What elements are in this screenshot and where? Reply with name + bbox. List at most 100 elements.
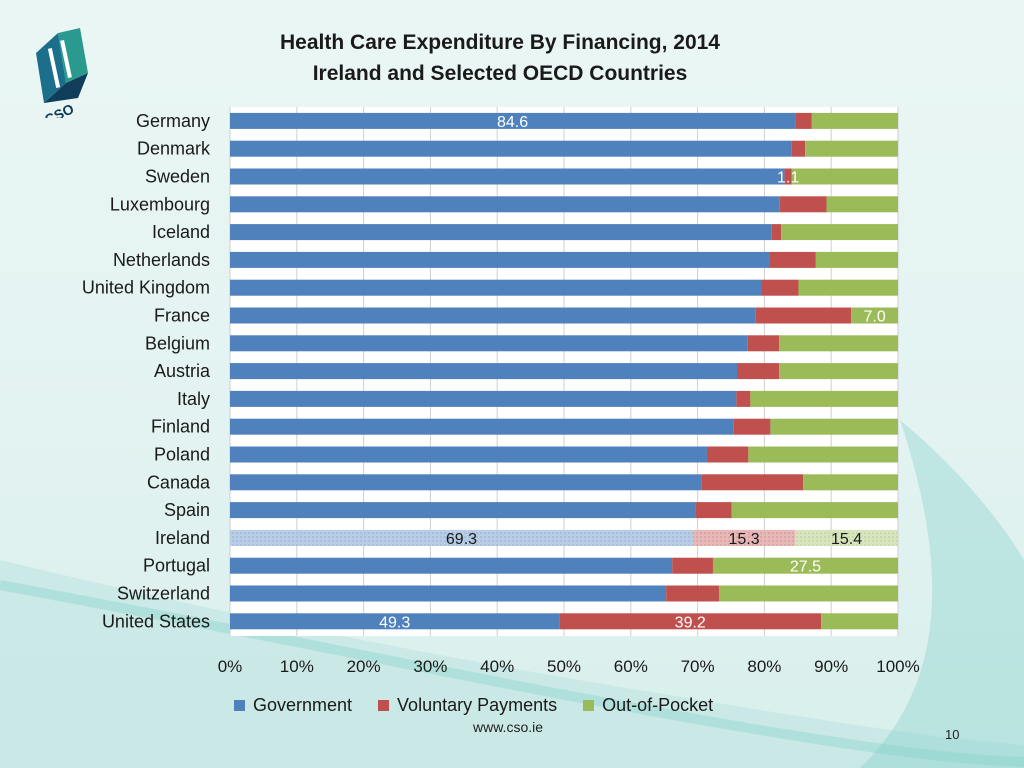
category-label: Spain bbox=[164, 500, 210, 520]
bar-out-of-pocket bbox=[779, 335, 898, 352]
bar-out-of-pocket bbox=[811, 112, 898, 129]
x-tick-label: 20% bbox=[347, 657, 381, 676]
legend-swatch-voluntary bbox=[378, 700, 390, 711]
data-label: 7.0 bbox=[863, 309, 885, 326]
category-label: Netherlands bbox=[113, 250, 210, 270]
bar-out-of-pocket bbox=[770, 418, 898, 435]
bar-out-of-pocket bbox=[748, 446, 898, 463]
x-tick-label: 70% bbox=[681, 657, 715, 676]
bar-voluntary bbox=[791, 140, 806, 157]
bar-voluntary bbox=[779, 196, 827, 213]
bar-voluntary bbox=[737, 363, 780, 380]
bar-voluntary bbox=[733, 418, 771, 435]
bar-voluntary bbox=[769, 251, 816, 268]
bar-out-of-pocket bbox=[718, 585, 898, 602]
category-label: Ireland bbox=[155, 528, 210, 548]
data-label: 27.5 bbox=[790, 559, 821, 576]
x-tick-label: 100% bbox=[876, 657, 919, 676]
x-tick-label: 60% bbox=[614, 657, 648, 676]
bar-government bbox=[230, 363, 738, 380]
chart-subtitle: Ireland and Selected OECD Countries bbox=[312, 62, 688, 85]
footer-url[interactable]: www.cso.ie bbox=[473, 719, 544, 735]
legend-item-voluntary: Voluntary Payments bbox=[378, 695, 557, 716]
category-label: Canada bbox=[147, 472, 211, 492]
category-label: Poland bbox=[154, 445, 210, 465]
bar-voluntary bbox=[755, 307, 852, 324]
legend-label-voluntary: Voluntary Payments bbox=[397, 695, 558, 715]
bar-voluntary bbox=[784, 168, 792, 185]
bar-government bbox=[230, 307, 756, 324]
legend-item-out-of-pocket: Out-of-Pocket bbox=[583, 695, 713, 716]
bar-government bbox=[230, 418, 734, 435]
legend-swatch-out-of-pocket bbox=[583, 700, 595, 711]
bar-voluntary bbox=[795, 112, 812, 129]
category-label: Belgium bbox=[145, 333, 210, 353]
bar-out-of-pocket bbox=[798, 279, 898, 296]
data-label: 15.4 bbox=[831, 531, 862, 548]
bar-out-of-pocket bbox=[779, 363, 898, 380]
bar-out-of-pocket bbox=[851, 307, 898, 324]
bar-out-of-pocket bbox=[791, 168, 898, 185]
category-label: Austria bbox=[154, 361, 211, 381]
bar-out-of-pocket bbox=[821, 613, 898, 630]
category-label: United States bbox=[102, 611, 210, 631]
bar-out-of-pocket bbox=[795, 529, 898, 546]
legend-swatch-government bbox=[234, 700, 245, 711]
bar-government bbox=[230, 446, 707, 463]
bar-government bbox=[230, 168, 785, 185]
bar-government bbox=[230, 529, 693, 546]
x-tick-label: 90% bbox=[814, 657, 848, 676]
bar-voluntary bbox=[747, 335, 780, 352]
category-label: United Kingdom bbox=[82, 278, 210, 298]
category-label: Sweden bbox=[145, 167, 210, 187]
x-tick-label: 40% bbox=[480, 657, 514, 676]
data-label: 84.6 bbox=[497, 114, 528, 131]
data-label: 49.3 bbox=[379, 614, 410, 631]
bar-voluntary bbox=[701, 474, 804, 491]
bar-government bbox=[230, 251, 770, 268]
x-tick-label: 50% bbox=[547, 657, 581, 676]
bar-out-of-pocket bbox=[712, 557, 898, 574]
chart-title: Health Care Expenditure By Financing, 20… bbox=[280, 31, 720, 54]
bar-government bbox=[230, 335, 748, 352]
bar-out-of-pocket bbox=[826, 196, 898, 213]
category-label: Germany bbox=[136, 111, 210, 131]
x-tick-label: 0% bbox=[218, 657, 243, 676]
x-tick-label: 80% bbox=[747, 657, 781, 676]
data-label: 69.3 bbox=[446, 531, 477, 548]
category-label: Luxembourg bbox=[110, 194, 210, 214]
bar-out-of-pocket bbox=[750, 390, 898, 407]
bar-government bbox=[230, 112, 796, 129]
bar-voluntary bbox=[695, 502, 732, 519]
x-tick-label: 30% bbox=[413, 657, 447, 676]
bar-out-of-pocket bbox=[803, 474, 898, 491]
bar-government bbox=[230, 557, 673, 574]
bar-voluntary bbox=[736, 390, 751, 407]
category-label: Italy bbox=[177, 389, 210, 409]
bar-voluntary bbox=[672, 557, 713, 574]
bar-government bbox=[230, 474, 702, 491]
bar-government bbox=[230, 390, 737, 407]
category-label: France bbox=[154, 306, 210, 326]
bar-government bbox=[230, 196, 780, 213]
bar-out-of-pocket bbox=[781, 224, 898, 241]
bar-government bbox=[230, 140, 792, 157]
x-tick-label: 10% bbox=[280, 657, 314, 676]
bar-out-of-pocket bbox=[731, 502, 898, 519]
cso-logo: CSO bbox=[36, 28, 88, 118]
bar-voluntary bbox=[559, 613, 822, 630]
category-label: Switzerland bbox=[117, 584, 210, 604]
bar-voluntary bbox=[761, 279, 799, 296]
category-label: Denmark bbox=[137, 139, 211, 159]
bar-voluntary bbox=[706, 446, 749, 463]
bar-out-of-pocket bbox=[815, 251, 898, 268]
data-label: 39.2 bbox=[675, 614, 706, 631]
bar-government bbox=[230, 279, 762, 296]
bar-government bbox=[230, 502, 696, 519]
bar-voluntary bbox=[666, 585, 719, 602]
legend-item-government: Government bbox=[234, 695, 352, 716]
data-label: 15.3 bbox=[728, 531, 759, 548]
legend: Government Voluntary Payments Out-of-Poc… bbox=[234, 695, 713, 716]
